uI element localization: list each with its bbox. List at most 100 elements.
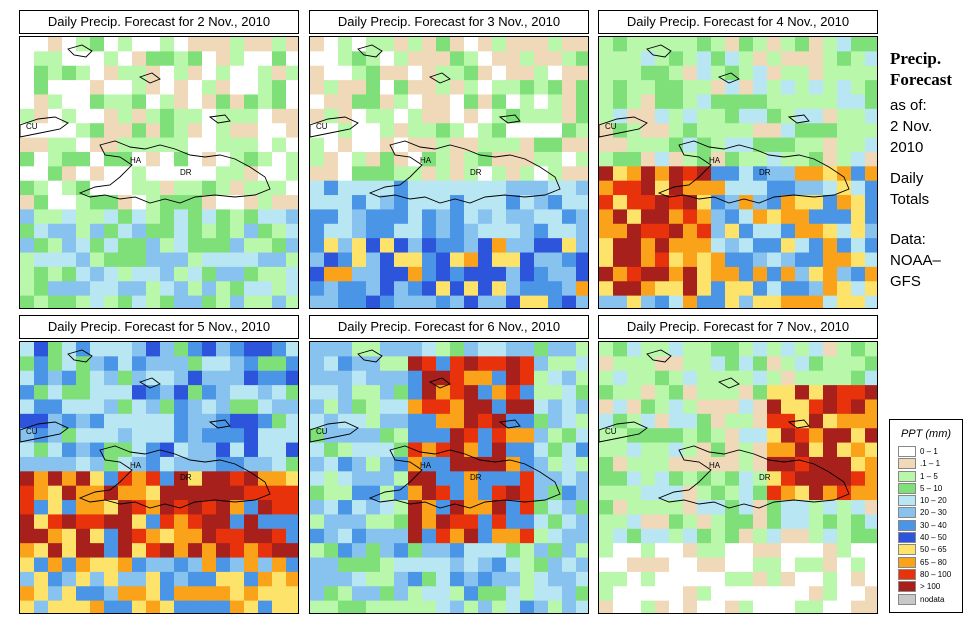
precip-cell [795,295,810,308]
precip-cell [534,123,549,139]
precip-cell [576,442,588,458]
precip-cell [613,543,628,559]
precip-cell [534,399,549,415]
precip-cell [641,295,656,308]
precip-cell [160,413,175,429]
precip-cell [655,413,670,429]
precip-cell [711,94,726,110]
precip-cell [613,166,628,182]
legend-swatch [898,568,916,580]
precip-cell [576,500,588,515]
precip-cell [450,600,465,613]
precip-cell [76,485,91,501]
precip-cell [520,151,535,167]
precip-cell [352,356,367,372]
precip-cell [534,266,549,282]
precip-cell [132,295,147,308]
precip-cell [272,223,287,239]
precip-cell [627,281,642,297]
precip-map: CU HA DR [19,36,299,309]
precip-cell [352,266,367,282]
precip-cell [739,209,754,225]
precip-cell [230,151,245,167]
precip-cell [230,413,245,429]
precip-cell [188,223,203,239]
precip-cell [230,252,245,268]
precip-cell [216,528,231,544]
precip-cell [683,514,698,530]
precip-cell [310,442,325,458]
precip-cell [76,137,91,153]
precip-cell [548,514,563,530]
precip-cell [394,209,409,225]
precip-cell [837,37,852,52]
precip-cell [492,356,507,372]
precip-cell [34,600,49,613]
precip-cell [781,51,796,67]
precip-cell [380,586,395,602]
precip-cell [781,295,796,308]
precip-cell [655,195,670,210]
panel-title: Daily Precip. Forecast for 5 Nov., 2010 [19,315,299,339]
precip-cell [823,37,838,52]
precip-cell [338,385,353,400]
precip-cell [118,295,133,308]
precip-cell [244,342,259,357]
precip-cell [202,514,217,530]
precip-cell [795,543,810,559]
precip-cell [711,223,726,239]
precip-cell [697,238,712,254]
precip-cell [352,295,367,308]
precip-cell [683,166,698,182]
precip-cell [258,543,273,559]
precip-cell [34,356,49,372]
precip-cell [408,428,423,444]
precip-cell [520,399,535,415]
precip-cell [352,209,367,225]
precip-cell [146,252,161,268]
precip-cell [506,370,521,386]
precip-cell [711,65,726,81]
precip-cell [520,500,535,515]
precip-cell [118,51,133,67]
precip-cell [464,370,479,386]
coastline [498,114,521,124]
precip-cell [174,80,189,95]
precip-cell [202,281,217,297]
precip-cell [258,137,273,153]
precip-cell [436,252,451,268]
precip-cell [492,528,507,544]
precip-cell [380,37,395,52]
precip-cell [324,485,339,501]
precip-cell [809,528,824,544]
precip-cell [809,399,824,415]
precip-cell [34,137,49,153]
precip-cell [216,151,231,167]
precip-cell [823,442,838,458]
precip-cell [146,471,161,487]
precip-cell [174,399,189,415]
precip-cell [669,137,684,153]
precip-cell [202,571,217,587]
legend-label: 1 – 5 [920,471,938,481]
precip-cell [669,266,684,282]
daily-line-2: Totals [890,191,930,208]
precip-cell [422,180,437,196]
precip-cell [202,500,217,515]
precip-cell [366,586,381,602]
precip-cell [478,543,493,559]
precip-cell [851,223,866,239]
precip-cell [534,571,549,587]
precip-cell [669,166,684,182]
country-label-haiti: HA [130,461,142,470]
precip-cell [258,252,273,268]
precip-map: CU HA DR [309,341,589,614]
precip-cell [394,266,409,282]
precip-cell [408,94,423,110]
precip-cell [132,543,147,559]
precip-cell [48,51,63,67]
precip-cell [286,195,298,210]
precip-cell [506,80,521,95]
precip-cell [627,571,642,587]
precip-cell [627,266,642,282]
